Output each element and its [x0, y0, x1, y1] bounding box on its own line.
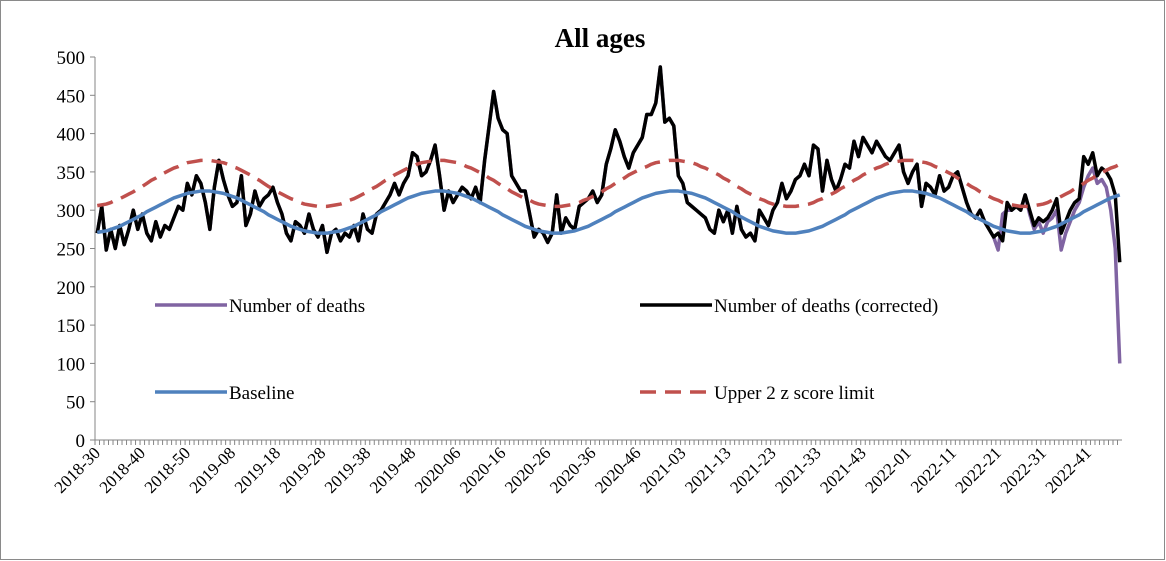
x-tick-label: 2019-28: [276, 443, 330, 497]
x-tick-label: 2020-16: [456, 443, 510, 497]
x-tick-label: 2018-40: [96, 443, 150, 497]
y-tick-label: 500: [57, 48, 86, 69]
x-tick-label: 2022-11: [907, 443, 960, 496]
y-tick-label: 300: [57, 201, 86, 222]
x-tick-label: 2019-48: [366, 443, 420, 497]
legend-label: Number of deaths (corrected): [714, 296, 938, 317]
y-tick-label: 250: [57, 240, 86, 261]
x-tick-label: 2019-18: [231, 443, 285, 497]
series-line: [96, 189, 1121, 235]
x-tick-label: 2020-26: [501, 443, 555, 497]
x-tick-label: 2020-46: [591, 443, 645, 497]
x-tick-label: 2022-31: [996, 443, 1050, 497]
x-tick-label: 2021-03: [636, 443, 690, 497]
y-tick-label: 0: [76, 431, 86, 452]
x-tick-label: 2019-08: [186, 443, 240, 497]
x-tick-label: 2018-50: [141, 443, 195, 497]
chart-title: All ages: [555, 23, 646, 53]
x-tick-label: 2022-41: [1042, 443, 1096, 497]
legend-label: Upper 2 z score limit: [714, 383, 875, 404]
x-tick-label: 2022-01: [861, 443, 915, 497]
y-tick-label: 450: [57, 86, 86, 107]
x-tick-label: 2022-21: [951, 443, 1005, 497]
series-line: [96, 158, 1121, 209]
y-tick-label: 50: [66, 393, 85, 414]
series-line: [95, 65, 1122, 263]
x-tick-label: 2020-06: [411, 443, 465, 497]
x-tick-label: 2021-33: [771, 443, 825, 497]
y-tick-label: 400: [57, 125, 86, 146]
y-tick-label: 200: [57, 278, 86, 299]
x-tick-label: 2019-38: [321, 443, 375, 497]
legend-label: Number of deaths: [229, 296, 365, 317]
x-tick-label: 2021-23: [726, 443, 780, 497]
x-tick-label: 2021-43: [816, 443, 870, 497]
y-tick-label: 350: [57, 163, 86, 184]
legend-label: Baseline: [229, 383, 294, 404]
x-tick-label: 2020-36: [546, 443, 600, 497]
x-tick-label: 2021-13: [681, 443, 735, 497]
y-tick-label: 150: [57, 316, 86, 337]
y-tick-label: 100: [57, 354, 86, 375]
